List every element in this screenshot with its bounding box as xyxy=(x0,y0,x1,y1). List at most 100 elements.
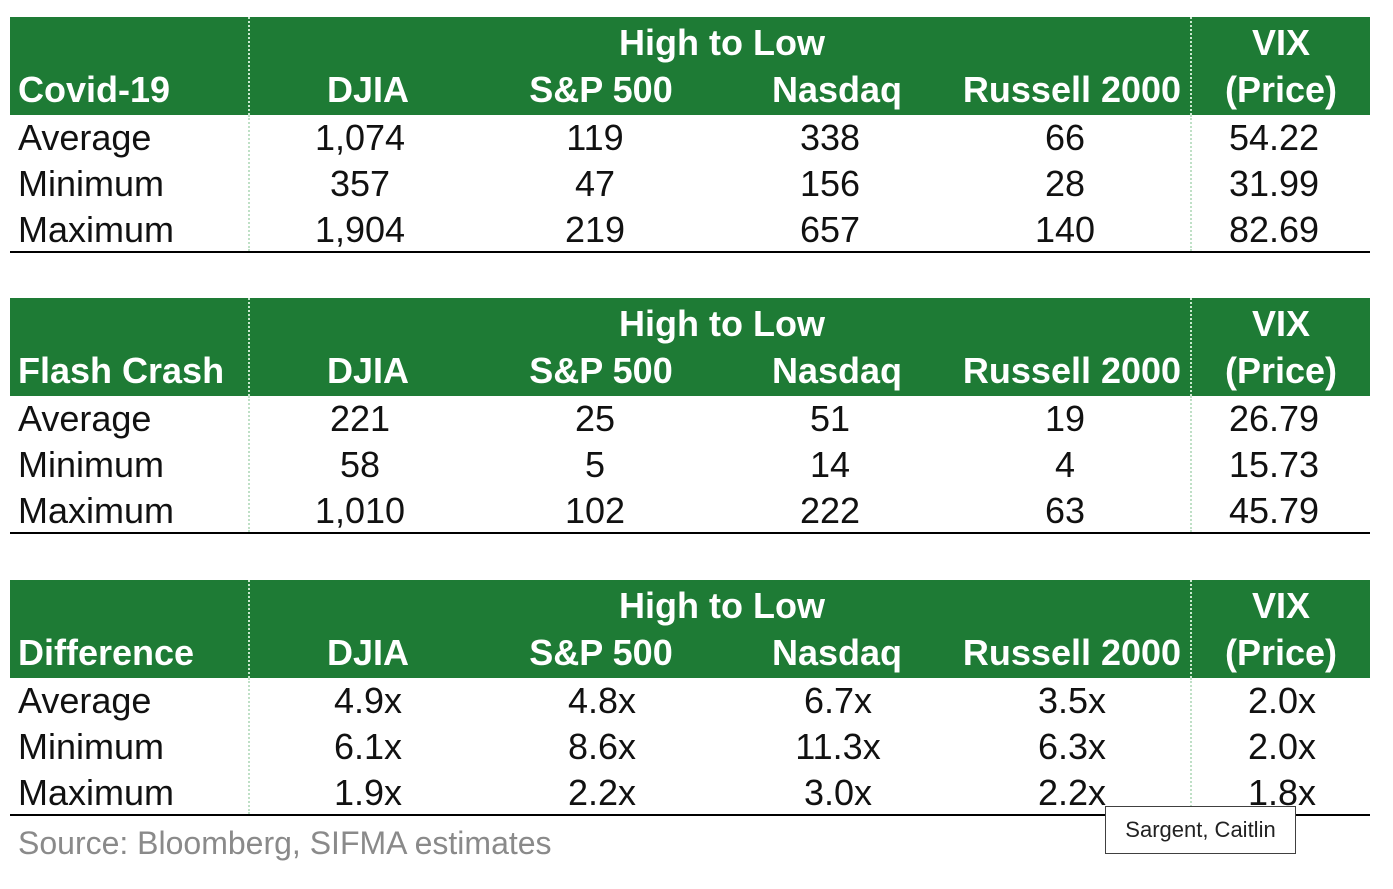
russell-cell: 66 xyxy=(1044,117,1086,158)
column-header: Nasdaq xyxy=(771,350,903,391)
header-divider xyxy=(248,17,250,115)
sp500-cell: 4.8x xyxy=(567,680,637,721)
table-header: High to Low VIX Covid-19 DJIA S&P 500 Na… xyxy=(10,17,1370,115)
column-header: S&P 500 xyxy=(529,69,673,110)
table-header: High to Low VIX Flash Crash DJIA S&P 500… xyxy=(10,298,1370,396)
group-header: High to Low xyxy=(619,22,825,63)
column-divider xyxy=(1190,115,1192,251)
row-label: Minimum xyxy=(18,726,165,767)
group-header: High to Low xyxy=(619,585,825,626)
russell-cell: 19 xyxy=(1044,398,1086,439)
nasdaq-cell: 11.3x xyxy=(795,726,881,767)
column-header: Russell 2000 xyxy=(962,632,1182,673)
vix-cell: 31.99 xyxy=(1228,163,1320,204)
sp500-cell: 219 xyxy=(564,209,626,250)
row-label: Average xyxy=(18,680,152,721)
header-divider xyxy=(248,298,250,396)
djia-cell: 1,074 xyxy=(314,117,406,158)
table-row: Minimum 6.1x 8.6x 11.3x 6.3x 2.0x xyxy=(10,724,1370,770)
covid-table: High to Low VIX Covid-19 DJIA S&P 500 Na… xyxy=(10,17,1370,253)
russell-cell: 6.3x xyxy=(1037,726,1107,767)
vix-cell: 82.69 xyxy=(1228,209,1320,250)
sp500-cell: 8.6x xyxy=(567,726,637,767)
header-divider xyxy=(248,580,250,678)
table-title: Flash Crash xyxy=(18,350,225,391)
djia-cell: 4.9x xyxy=(333,680,403,721)
column-divider xyxy=(1190,396,1192,532)
nasdaq-cell: 14 xyxy=(809,444,851,485)
table-body: Average 4.9x 4.8x 6.7x 3.5x 2.0x Minimum… xyxy=(10,678,1370,816)
table-row: Maximum 1,010 102 222 63 45.79 xyxy=(10,488,1370,534)
header-divider xyxy=(1190,298,1192,396)
column-divider xyxy=(1190,678,1192,814)
nasdaq-cell: 338 xyxy=(799,117,861,158)
nasdaq-cell: 3.0x xyxy=(803,772,873,813)
russell-cell: 28 xyxy=(1044,163,1086,204)
row-label: Minimum xyxy=(18,163,165,204)
russell-cell: 3.5x xyxy=(1037,680,1107,721)
row-label: Maximum xyxy=(18,490,175,531)
header-divider xyxy=(1190,17,1192,115)
vix-header-line1: VIX xyxy=(1251,585,1311,626)
column-divider xyxy=(248,678,250,814)
column-header: Russell 2000 xyxy=(962,350,1182,391)
vix-cell: 54.22 xyxy=(1228,117,1320,158)
djia-cell: 357 xyxy=(329,163,391,204)
table-row: Average 4.9x 4.8x 6.7x 3.5x 2.0x xyxy=(10,678,1370,724)
table-title: Covid-19 xyxy=(18,69,171,110)
table-row: Maximum 1.9x 2.2x 3.0x 2.2x 1.8x xyxy=(10,770,1370,816)
column-divider xyxy=(248,115,250,251)
sp500-cell: 47 xyxy=(574,163,616,204)
djia-cell: 58 xyxy=(339,444,381,485)
table-body: Average 221 25 51 19 26.79 Minimum 58 5 … xyxy=(10,396,1370,534)
source-note: Source: Bloomberg, SIFMA estimates xyxy=(18,825,552,861)
nasdaq-cell: 51 xyxy=(809,398,851,439)
table-row: Average 221 25 51 19 26.79 xyxy=(10,396,1370,442)
djia-cell: 1,010 xyxy=(314,490,406,531)
row-label: Average xyxy=(18,117,152,158)
table-header: High to Low VIX Difference DJIA S&P 500 … xyxy=(10,580,1370,678)
vix-cell: 2.0x xyxy=(1247,680,1317,721)
column-header: Nasdaq xyxy=(771,632,903,673)
column-header: DJIA xyxy=(326,632,410,673)
djia-cell: 1,904 xyxy=(314,209,406,250)
vix-cell: 45.79 xyxy=(1228,490,1320,531)
header-divider xyxy=(1190,580,1192,678)
russell-cell: 2.2x xyxy=(1037,772,1107,813)
row-label: Maximum xyxy=(18,772,175,813)
djia-cell: 1.9x xyxy=(333,772,403,813)
nasdaq-cell: 6.7x xyxy=(803,680,873,721)
column-divider xyxy=(248,396,250,532)
vix-cell: 15.73 xyxy=(1228,444,1320,485)
table-body: Average 1,074 119 338 66 54.22 Minimum 3… xyxy=(10,115,1370,253)
column-header: Russell 2000 xyxy=(962,69,1182,110)
sp500-cell: 5 xyxy=(584,444,606,485)
table-row: Maximum 1,904 219 657 140 82.69 xyxy=(10,207,1370,253)
russell-cell: 63 xyxy=(1044,490,1086,531)
sp500-cell: 119 xyxy=(566,117,624,158)
column-header: Nasdaq xyxy=(771,69,903,110)
column-header: DJIA xyxy=(326,350,410,391)
table-row: Minimum 58 5 14 4 15.73 xyxy=(10,442,1370,488)
vix-header-line2: (Price) xyxy=(1224,632,1338,673)
vix-cell: 26.79 xyxy=(1228,398,1320,439)
russell-cell: 4 xyxy=(1054,444,1076,485)
djia-cell: 221 xyxy=(329,398,391,439)
table-row: Average 1,074 119 338 66 54.22 xyxy=(10,115,1370,161)
table-row: Minimum 357 47 156 28 31.99 xyxy=(10,161,1370,207)
vix-header-line1: VIX xyxy=(1251,22,1311,63)
vix-cell: 2.0x xyxy=(1247,726,1317,767)
group-header: High to Low xyxy=(619,303,825,344)
table-title: Difference xyxy=(18,632,195,673)
vix-header-line2: (Price) xyxy=(1224,350,1338,391)
flash-crash-table: High to Low VIX Flash Crash DJIA S&P 500… xyxy=(10,298,1370,534)
sp500-cell: 2.2x xyxy=(567,772,637,813)
difference-table: High to Low VIX Difference DJIA S&P 500 … xyxy=(10,580,1370,816)
row-label: Minimum xyxy=(18,444,165,485)
djia-cell: 6.1x xyxy=(333,726,403,767)
sp500-cell: 25 xyxy=(574,398,616,439)
row-label: Average xyxy=(18,398,152,439)
column-header: S&P 500 xyxy=(529,350,673,391)
nasdaq-cell: 156 xyxy=(799,163,861,204)
comment-author-tooltip[interactable]: Sargent, Caitlin xyxy=(1105,806,1296,854)
